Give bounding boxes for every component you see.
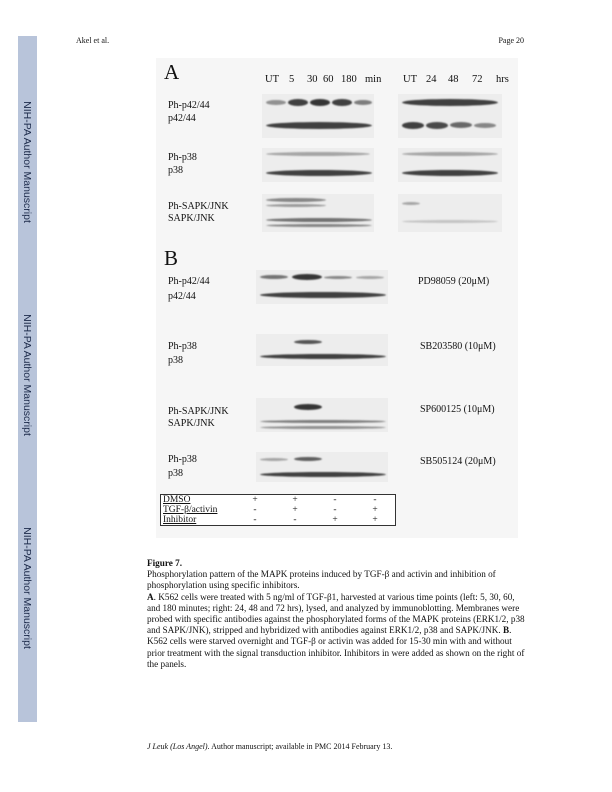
- protein-label: SAPK/JNK: [168, 213, 215, 224]
- caption-a-label: A: [147, 591, 154, 602]
- protein-label: Ph-SAPK/JNK: [168, 201, 229, 212]
- table-row: DMSO + + - -: [161, 495, 396, 506]
- condition-name: Inhibitor: [163, 515, 197, 525]
- condition-value: +: [252, 495, 258, 505]
- time-label: 30: [307, 74, 318, 85]
- western-blot: [256, 270, 388, 304]
- condition-name: TGF-β/activin: [163, 505, 218, 515]
- western-blot: [262, 94, 374, 138]
- protein-label: p38: [168, 468, 183, 479]
- protein-label: Ph-p38: [168, 454, 197, 465]
- western-blot: [398, 94, 502, 138]
- condition-value: -: [333, 495, 337, 505]
- condition-value: -: [253, 505, 257, 515]
- page-number: Page 20: [498, 36, 524, 45]
- time-unit: min: [365, 74, 382, 85]
- caption-title: Figure 7.: [147, 558, 183, 568]
- treatment-table: DMSO + + - - TGF-β/activin - + - + Inhib…: [160, 494, 396, 526]
- page-footer: J Leuk (Los Angel). Author manuscript; a…: [147, 742, 392, 751]
- inhibitor-label: SB203580 (10μM): [420, 341, 496, 352]
- western-blot: [256, 334, 388, 366]
- protein-label: p42/44: [168, 291, 196, 302]
- western-blot: [256, 452, 388, 482]
- condition-value: +: [372, 515, 378, 525]
- time-label: 24: [426, 74, 437, 85]
- time-label: 60: [323, 74, 334, 85]
- condition-value: -: [333, 505, 337, 515]
- condition-value: +: [372, 505, 378, 515]
- journal-name: J Leuk (Los Angel): [147, 742, 208, 751]
- protein-label: p38: [168, 165, 183, 176]
- protein-label: SAPK/JNK: [168, 418, 215, 429]
- figure-7: A UT 5 30 60 180 min UT 24 48 72 hrs Ph-…: [156, 58, 518, 538]
- nih-sidebar: [18, 36, 37, 722]
- time-label: UT: [265, 74, 279, 85]
- table-row: Inhibitor - - + +: [161, 515, 396, 526]
- caption-details: A. K562 cells were treated with 5 ng/ml …: [147, 592, 529, 670]
- condition-value: +: [332, 515, 338, 525]
- western-blot: [262, 148, 374, 182]
- condition-value: -: [373, 495, 377, 505]
- table-row: TGF-β/activin - + - +: [161, 505, 396, 515]
- protein-label: Ph-p38: [168, 341, 197, 352]
- time-label: 180: [341, 74, 357, 85]
- time-label: UT: [403, 74, 417, 85]
- protein-label: p38: [168, 355, 183, 366]
- condition-value: -: [293, 515, 297, 525]
- time-unit: hrs: [496, 74, 509, 85]
- protein-label: Ph-p42/44: [168, 276, 210, 287]
- running-header-author: Akel et al.: [76, 36, 110, 45]
- panel-b-letter: B: [164, 246, 179, 270]
- inhibitor-label: SB505124 (20μM): [420, 456, 496, 467]
- caption-b-text: . K562 cells were starved overnight and …: [147, 625, 525, 669]
- time-label: 72: [472, 74, 483, 85]
- time-label: 5: [289, 74, 295, 85]
- condition-name: DMSO: [163, 495, 191, 505]
- western-blot: [262, 194, 374, 232]
- caption-a-text: . K562 cells were treated with 5 ng/ml o…: [147, 591, 525, 636]
- figure-caption: Figure 7. Phosphorylation pattern of the…: [147, 558, 529, 670]
- caption-b-label: B: [503, 625, 510, 636]
- time-label: 48: [448, 74, 459, 85]
- footer-note: . Author manuscript; available in PMC 20…: [207, 742, 393, 751]
- protein-label: Ph-p38: [168, 152, 197, 163]
- protein-label: Ph-p42/44: [168, 100, 210, 111]
- caption-summary: Phosphorylation pattern of the MAPK prot…: [147, 569, 496, 591]
- panel-a-letter: A: [164, 60, 180, 84]
- western-blot: [398, 148, 502, 182]
- western-blot: [256, 398, 388, 432]
- condition-value: -: [253, 515, 257, 525]
- inhibitor-label: PD98059 (20μM): [418, 276, 490, 287]
- protein-label: Ph-SAPK/JNK: [168, 406, 229, 417]
- western-blot: [398, 194, 502, 232]
- condition-value: +: [292, 505, 298, 515]
- inhibitor-label: SP600125 (10μM): [420, 404, 495, 415]
- protein-label: p42/44: [168, 113, 196, 124]
- condition-value: +: [292, 495, 298, 505]
